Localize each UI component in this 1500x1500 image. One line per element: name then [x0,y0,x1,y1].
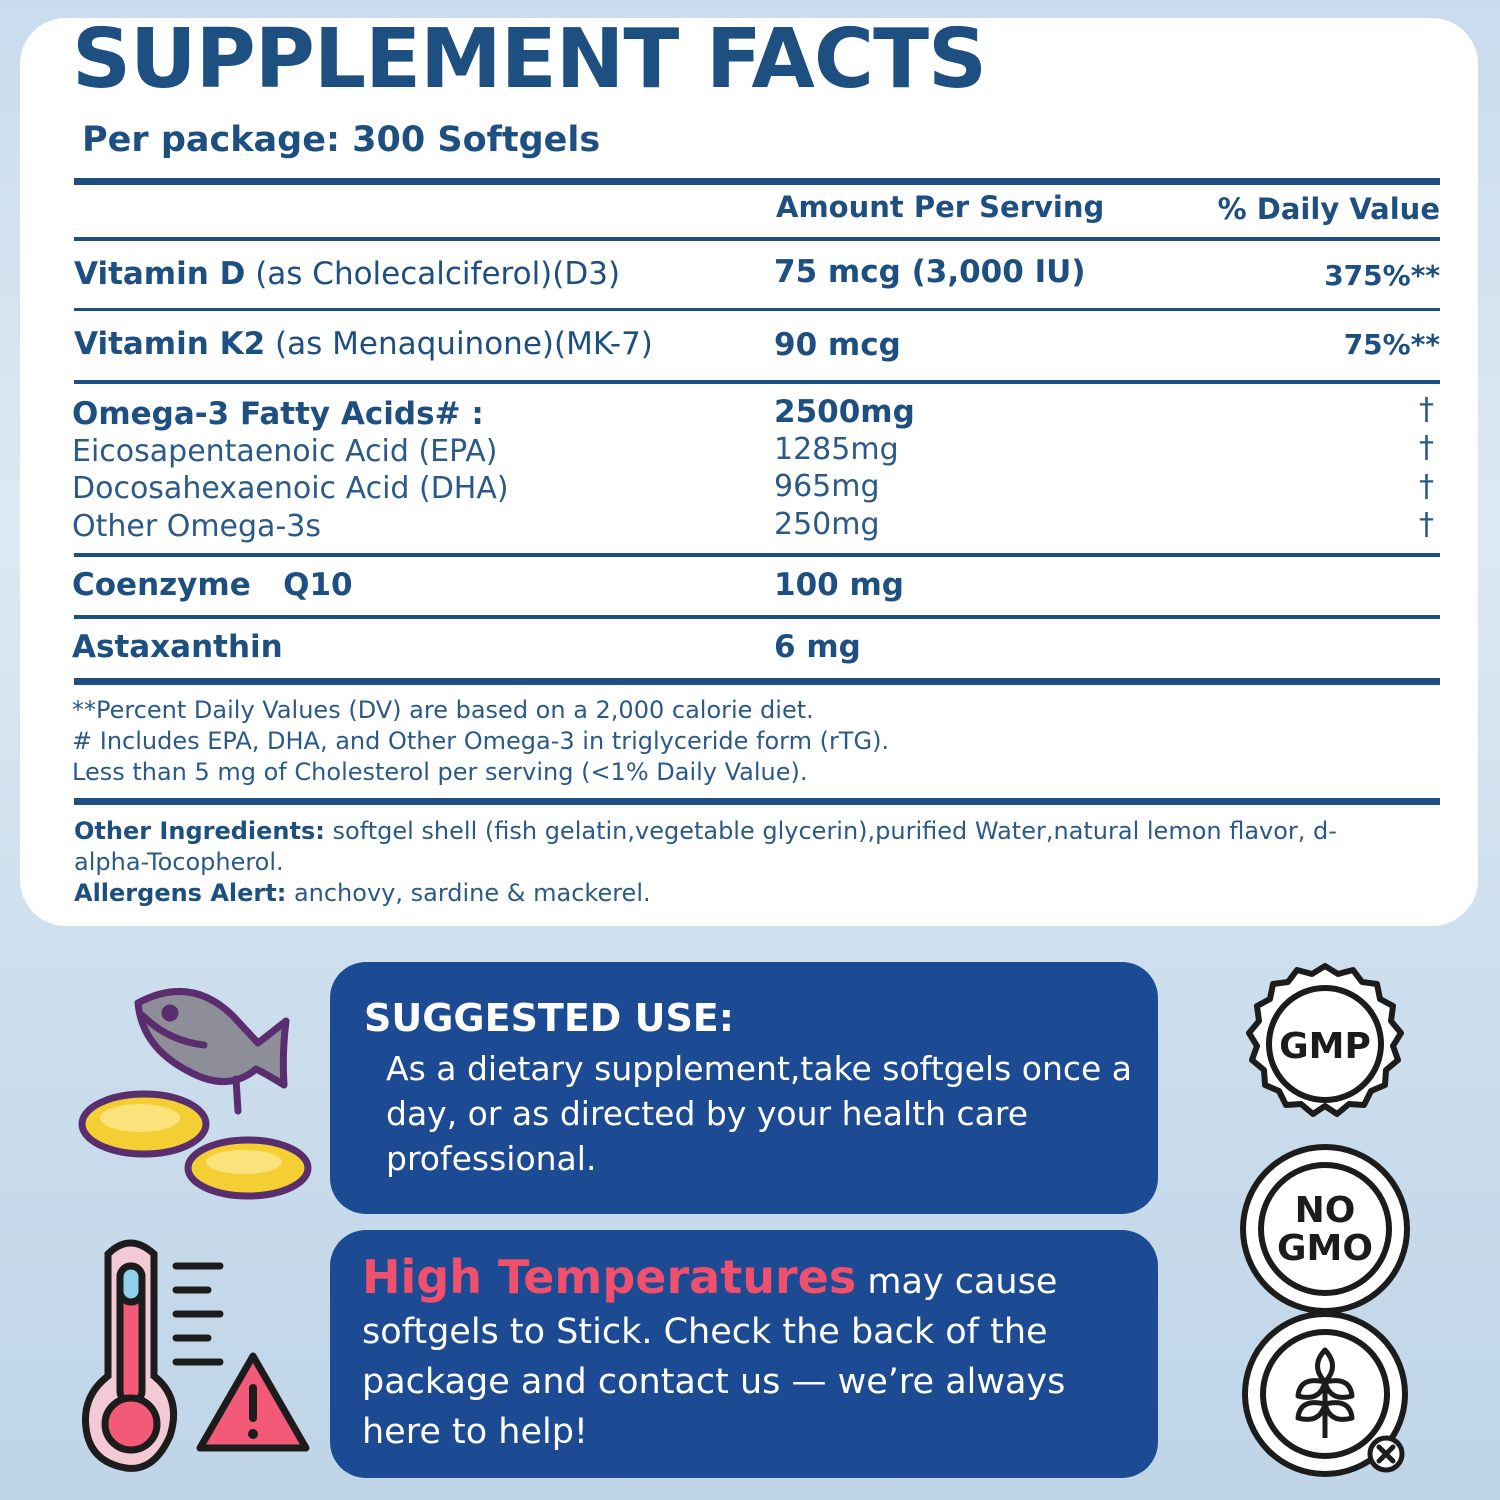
divider [74,798,1440,805]
supplement-facts-card [20,18,1478,926]
gmp-badge-icon: GMP [1246,963,1404,1117]
daily-value-header: % Daily Value [1217,192,1440,226]
row-name-other-omega-3s: Other Omega-3s [72,509,321,544]
gmp-label: GMP [1279,1026,1371,1067]
temperature-warning-panel: High Temperatures may cause softgels to … [330,1230,1158,1478]
footnote: **Percent Daily Values (DV) are based on… [72,696,814,724]
dagger-mark: † [1419,507,1434,542]
row-name-omega-3: Omega-3 Fatty Acids# : [72,396,484,432]
row-amount-coq10: 100 mg [774,567,904,603]
no-gmo-label-top: NO [1295,1190,1356,1231]
divider [74,380,1440,384]
row-name-dha: Docosahexaenoic Acid (DHA) [72,471,509,506]
softgel-icon [78,1090,312,1200]
row-amount-dha: 965mg [774,469,880,504]
divider [74,678,1440,685]
row-name-vitamin-k2: Vitamin K2 (as Menaquinone)(MK-7) [74,326,653,362]
no-gmo-badge-icon: NO GMO [1240,1144,1410,1314]
row-amount-vitamin-k2: 90 mcg [774,327,901,363]
footnote: Less than 5 mg of Cholesterol per servin… [72,758,808,786]
other-ingredients: Other Ingredients: softgel shell (fish g… [74,817,1337,876]
divider [74,615,1440,619]
fish-icon [134,988,290,1115]
footnote: # Includes EPA, DHA, and Other Omega-3 i… [72,727,890,755]
per-package-label: Per package: 300 Softgels [82,120,601,160]
divider [74,553,1440,557]
warning-icon [196,1352,310,1452]
page-title: SUPPLEMENT FACTS [72,12,987,107]
divider [74,237,1440,241]
suggested-use-title: SUGGESTED USE: [364,996,734,1040]
row-amount-vitamin-d: 75 mcg (3,000 IU) [774,254,1086,290]
allergens-alert: Allergens Alert: anchovy, sardine & mack… [74,879,651,907]
row-name-vitamin-d: Vitamin D (as Cholecalciferol)(D3) [74,256,621,292]
row-dv-vitamin-d: 375%** [1324,259,1440,292]
dagger-mark: † [1419,469,1434,504]
row-name-epa: Eicosapentaenoic Acid (EPA) [72,434,498,469]
row-amount-other-omega-3s: 250mg [774,507,880,542]
no-gmo-label-bottom: GMO [1277,1228,1373,1269]
temperature-warning-text: High Temperatures may cause softgels to … [362,1250,1066,1452]
dagger-mark: † [1419,430,1434,465]
suggested-use-panel: SUGGESTED USE: As a dietary supplement,t… [330,962,1158,1214]
row-name-coq10: Coenzyme Q10 [72,567,353,603]
divider [74,308,1440,311]
row-name-astaxanthin: Astaxanthin [72,629,283,665]
thermometer-icon [81,1239,224,1472]
divider [74,178,1440,185]
row-dv-vitamin-k2: 75%** [1343,328,1440,361]
dagger-mark: † [1419,392,1434,427]
row-amount-astaxanthin: 6 mg [774,629,861,665]
amount-header: Amount Per Serving [776,190,1105,224]
row-amount-epa: 1285mg [774,432,899,467]
gluten-free-badge-icon [1242,1311,1408,1477]
row-amount-omega-3: 2500mg [774,394,915,430]
suggested-use-text: As a dietary supplement,take softgels on… [386,1049,1133,1178]
